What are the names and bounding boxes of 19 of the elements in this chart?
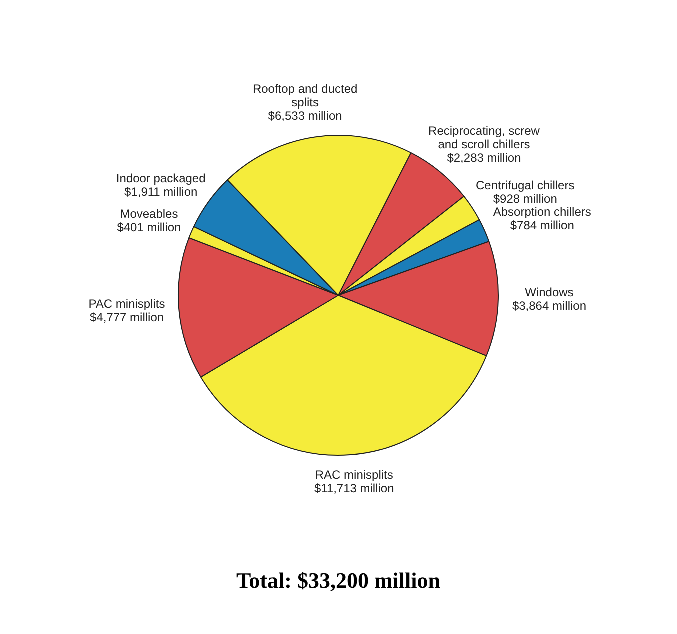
slice-label: Windows [525,285,574,300]
data-label: $401 million [117,220,182,235]
data-label: $11,713 million [314,482,394,496]
slice-label: Moveables [120,207,178,222]
data-label: $4,777 million [90,310,164,324]
slice-label: Indoor packaged [116,171,206,186]
data-label: $784 million [510,218,574,233]
data-label: $2,283 million [447,151,522,166]
slice-label: Absorption chillers [493,205,592,220]
slice-label: PAC minisplits [88,296,166,311]
data-label: $1,911 million [124,184,198,199]
data-label: $6,533 million [268,109,342,124]
slice-label: Rooftop and ducted splits [252,82,358,110]
slice-label: Centrifugal chillers [476,178,575,192]
data-label: $928 million [493,192,558,206]
data-label: $3,864 million [512,298,586,313]
slice-label: RAC minisplits [315,468,394,482]
text: Total: $33,200 million [236,568,442,594]
slice-label: Reciprocating, screw and scroll chillers [428,124,540,152]
